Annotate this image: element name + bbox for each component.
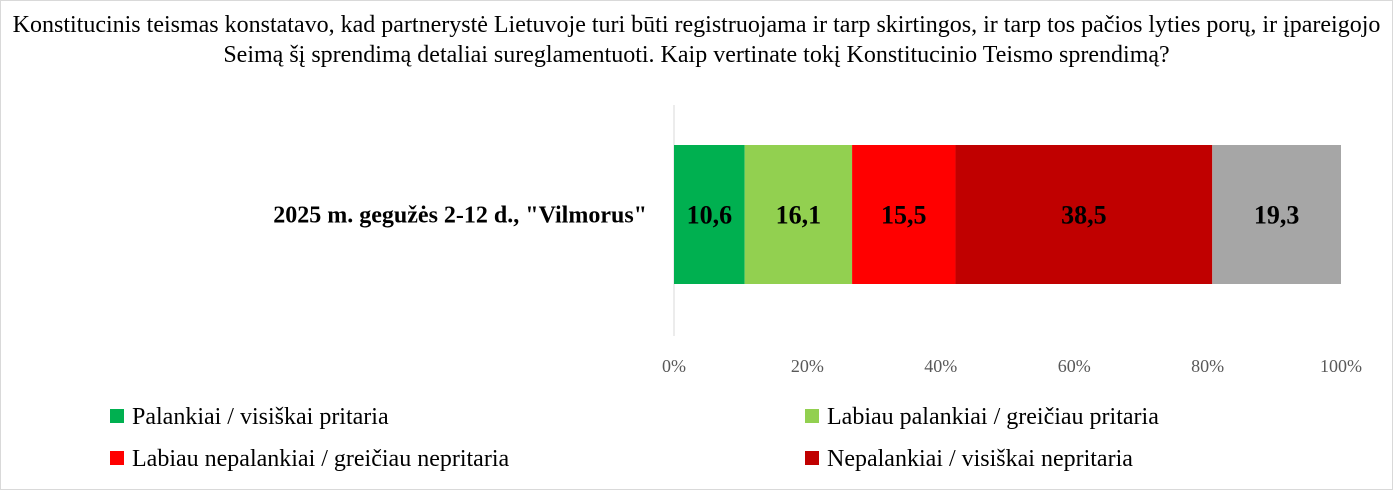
legend-item-2: Labiau nepalankiai / greičiau nepritaria [110, 444, 509, 474]
bar-segment-4 [1212, 145, 1341, 284]
chart-title: Konstitucinis teismas konstatavo, kad pa… [12, 12, 1381, 68]
x-tick-label-5: 100% [1320, 356, 1362, 376]
legend-item-1: Labiau palankiai / greičiau pritaria [805, 402, 1159, 432]
legend-swatch-2 [110, 451, 124, 466]
x-tick-label-4: 80% [1191, 356, 1224, 376]
legend-label-3: Nepalankiai / visiškai nepritaria [827, 446, 1133, 472]
data-label-1: 16,1 [776, 201, 822, 230]
bar-segment-3 [955, 145, 1213, 284]
data-label-2: 15,5 [881, 201, 927, 230]
legend-item-3: Nepalankiai / visiškai nepritaria [805, 444, 1133, 474]
legend-swatch-0 [110, 409, 124, 424]
data-label-3: 38,5 [1061, 201, 1107, 230]
x-tick-label-2: 40% [924, 356, 957, 376]
legend-item-0: Palankiai / visiškai pritaria [110, 402, 389, 432]
legend-label-2: Labiau nepalankiai / greičiau nepritaria [132, 446, 510, 472]
legend-label-0: Palankiai / visiškai pritaria [132, 404, 389, 430]
bar-segment-2 [852, 145, 956, 284]
legend-swatch-3 [805, 451, 819, 466]
x-tick-label-1: 20% [791, 356, 824, 376]
category-label: 2025 m. gegužės 2-12 d., "Vilmorus" [273, 203, 647, 229]
legend-label-1: Labiau palankiai / greičiau pritaria [827, 404, 1159, 430]
bar-segment-0 [674, 145, 745, 284]
bar-segment-1 [744, 145, 853, 284]
legend-swatch-1 [805, 409, 819, 424]
data-label-4: 19,3 [1254, 201, 1300, 230]
x-tick-label-3: 60% [1058, 356, 1091, 376]
x-tick-label-0: 0% [662, 356, 686, 376]
data-label-0: 10,6 [687, 201, 733, 230]
